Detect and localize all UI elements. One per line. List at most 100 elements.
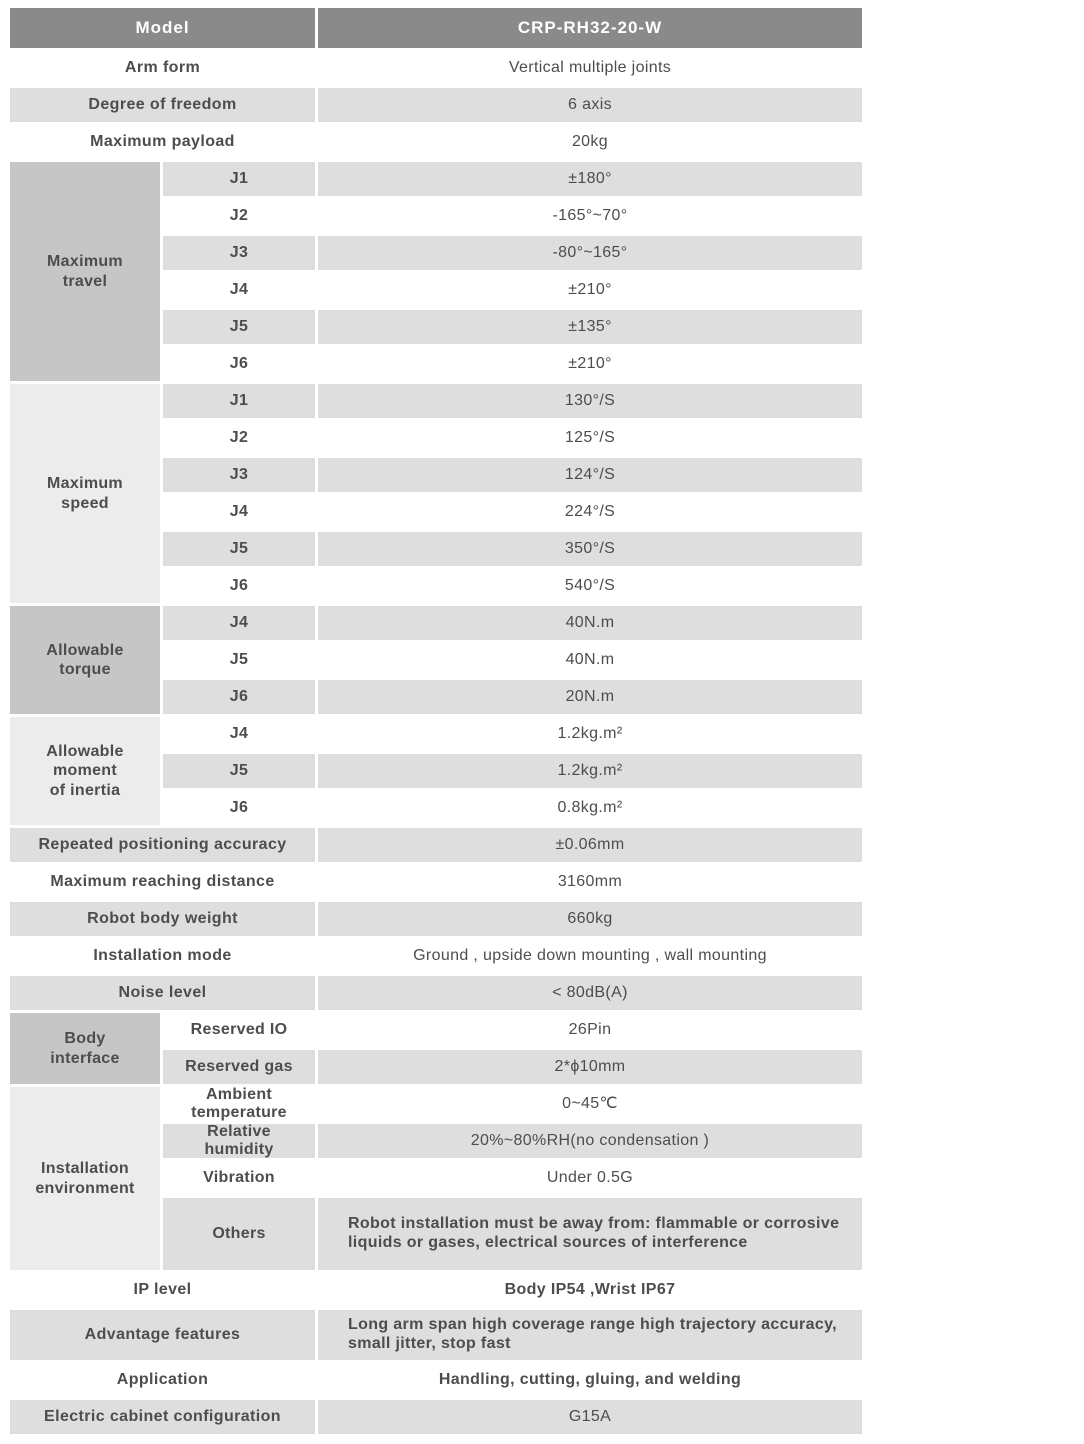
row-value-cell: -165°~70° [318, 199, 862, 233]
table-row: Vibration Under 0.5G [163, 1161, 862, 1195]
table-row: Ambient temperature 0~45℃ [163, 1086, 862, 1121]
sub-label-cell: Relative humidity [163, 1123, 315, 1158]
table-row: J5 350°/S [163, 532, 862, 566]
table-row: Repeated positioning accuracy ±0.06mm [10, 828, 862, 862]
row-value-cell: 130°/S [318, 384, 862, 418]
row-value-cell: Body IP54 ,Wrist IP67 [318, 1273, 862, 1307]
row-value-cell: ±210° [318, 273, 862, 307]
row-value-cell: 125°/S [318, 421, 862, 455]
group-label-cell: Allowable torque [10, 606, 160, 714]
table-group-section: Allowable torque J4 40N.m J5 40N.m J6 20N.m [10, 606, 862, 714]
group-label-cell: Body interface [10, 1013, 160, 1084]
row-value-cell: ±180° [318, 162, 862, 196]
sub-label-cell: J6 [163, 680, 315, 714]
group-rows: Ambient temperature 0~45℃ Relative humidit… [163, 1086, 862, 1270]
sub-label-cell: J4 [163, 273, 315, 307]
sub-label-cell: J3 [163, 458, 315, 492]
row-value-cell: 540°/S [318, 569, 862, 603]
group-rows: J4 1.2kg.m² J5 1.2kg.m² J6 0.8kg.m² [163, 717, 862, 825]
row-value-cell: 660kg [318, 902, 862, 936]
table-row: J2 -165°~70° [163, 199, 862, 233]
sub-label-cell: J6 [163, 347, 315, 381]
sub-label-cell: J5 [163, 310, 315, 344]
row-value-cell: G15A [318, 1400, 862, 1434]
row-label-cell: Arm form [10, 51, 315, 85]
row-value-cell: < 80dB(A) [318, 976, 862, 1010]
row-value-cell: 40N.m [318, 643, 862, 677]
row-label-cell: Maximum reaching distance [10, 865, 315, 899]
row-value-cell: 40N.m [318, 606, 862, 640]
row-label-cell: Application [10, 1363, 315, 1397]
table-row: Robot body weight 660kg [10, 902, 862, 936]
row-value-cell: 20N.m [318, 680, 862, 714]
table-row: Relative humidity 20%~80%RH(no condensati… [163, 1123, 862, 1158]
table-row: J4 1.2kg.m² [163, 717, 862, 751]
table-row: Application Handling, cutting, gluing, an… [10, 1363, 862, 1397]
table-row: J2 125°/S [163, 421, 862, 455]
sub-label-cell: J2 [163, 199, 315, 233]
table-row: J6 0.8kg.m² [163, 791, 862, 825]
sub-label-cell: J6 [163, 791, 315, 825]
sub-label-cell: J1 [163, 162, 315, 196]
table-row: J3 124°/S [163, 458, 862, 492]
sub-label-cell: Vibration [163, 1161, 315, 1195]
row-value-cell: Vertical multiple joints [318, 51, 862, 85]
group-label-cell: Maximum speed [10, 384, 160, 603]
row-label-cell: Advantage features [10, 1310, 315, 1360]
spec-table: Model CRP-RH32-20-W Arm form Vertical multi… [10, 8, 862, 1434]
row-value-cell: 0.8kg.m² [318, 791, 862, 825]
table-row: Arm form Vertical multiple joints [10, 51, 862, 85]
table-row: IP level Body IP54 ,Wrist IP67 [10, 1273, 862, 1307]
group-rows: J4 40N.m J5 40N.m J6 20N.m [163, 606, 862, 714]
sub-label-cell: J6 [163, 569, 315, 603]
sub-label-cell: Ambient temperature [163, 1086, 315, 1121]
row-value-cell: Long arm span high coverage range high t… [318, 1310, 862, 1360]
row-label-cell: Noise level [10, 976, 315, 1010]
table-row: J5 40N.m [163, 643, 862, 677]
table-group-section: Allowable moment of inertia J4 1.2kg.m² J5 1… [10, 717, 862, 825]
table-row: Installation mode Ground , upside down mo… [10, 939, 862, 973]
table-row: Advantage features Long arm span high cov… [10, 1310, 862, 1360]
row-label-cell: Installation mode [10, 939, 315, 973]
table-row: Maximum reaching distance 3160mm [10, 865, 862, 899]
table-row: J1 ±180° [163, 162, 862, 196]
header-model-cell: Model [10, 8, 315, 48]
row-value-cell: 2*ϕ10mm [318, 1050, 862, 1084]
header-model-value-cell: CRP-RH32-20-W [318, 8, 862, 48]
table-row: J3 -80°~165° [163, 236, 862, 270]
sub-label-cell: J5 [163, 532, 315, 566]
row-value-cell: ±135° [318, 310, 862, 344]
row-value-cell: 6 axis [318, 88, 862, 122]
table-header-row: Model CRP-RH32-20-W [10, 8, 862, 48]
group-rows: J1 ±180° J2 -165°~70° J3 -80°~165° J4 ±210° J5 ±1… [163, 162, 862, 381]
group-label-cell: Maximum travel [10, 162, 160, 381]
row-label-cell: Degree of freedom [10, 88, 315, 122]
table-row: J6 ±210° [163, 347, 862, 381]
row-value-cell: 1.2kg.m² [318, 717, 862, 751]
group-rows: J1 130°/S J2 125°/S J3 124°/S J4 224°/S J5 350°/S… [163, 384, 862, 603]
sub-label-cell: Reserved gas [163, 1050, 315, 1084]
row-value-cell: 3160mm [318, 865, 862, 899]
table-row: Degree of freedom 6 axis [10, 88, 862, 122]
row-value-cell: 1.2kg.m² [318, 754, 862, 788]
table-row: J1 130°/S [163, 384, 862, 418]
row-value-cell: 124°/S [318, 458, 862, 492]
sub-label-cell: J4 [163, 606, 315, 640]
table-row: J5 1.2kg.m² [163, 754, 862, 788]
table-group-section: Body interface Reserved IO 26Pin Reserved g… [10, 1013, 862, 1084]
sub-label-cell: Others [163, 1198, 315, 1270]
table-group-section: Maximum speed J1 130°/S J2 125°/S J3 124°/S J4 2… [10, 384, 862, 603]
row-value-cell: 0~45℃ [318, 1087, 862, 1121]
sub-label-cell: J4 [163, 495, 315, 529]
row-value-cell: 20%~80%RH(no condensation ) [318, 1124, 862, 1158]
row-label-cell: Maximum payload [10, 125, 315, 159]
table-row: J6 540°/S [163, 569, 862, 603]
sub-label-cell: J2 [163, 421, 315, 455]
row-value-cell: Under 0.5G [318, 1161, 862, 1195]
row-value-cell: Robot installation must be away from: fl… [318, 1198, 862, 1270]
row-value-cell: ±210° [318, 347, 862, 381]
table-group-section: Installation environment Ambient temperat… [10, 1086, 862, 1270]
table-group-section: Maximum travel J1 ±180° J2 -165°~70° J3 -80°~1… [10, 162, 862, 381]
table-row: Electric cabinet configuration G15A [10, 1400, 862, 1434]
row-label-cell: Robot body weight [10, 902, 315, 936]
